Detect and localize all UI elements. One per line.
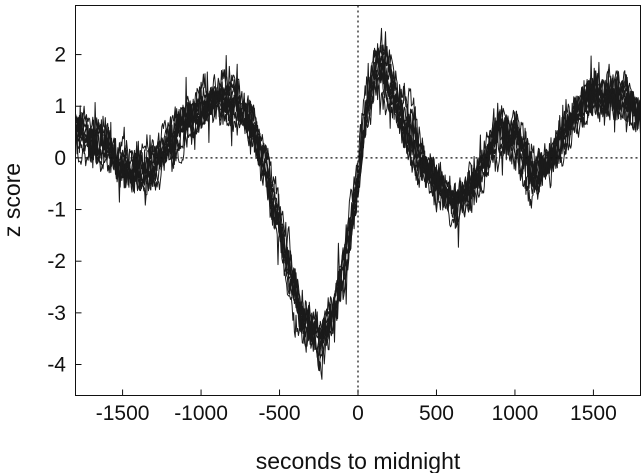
reference-lines [75,5,641,396]
data-series-line [75,70,641,380]
x-tick-label: 1500 [570,402,617,425]
y-axis-ticks: -4 -3 -2 -1 0 1 2 [47,44,82,377]
data-series-line [75,55,641,353]
y-tick-label: 0 [54,147,66,170]
x-tick-label: 1000 [492,402,539,425]
x-tick-label: 500 [419,402,454,425]
y-tick-label: 2 [54,44,66,67]
y-axis-title: z score [0,163,25,237]
y-tick-label: -2 [47,250,66,273]
data-series-line [75,65,641,354]
y-tick-label: -1 [47,199,66,222]
x-axis-ticks: -1500 -1000 -500 0 500 1000 1500 [96,389,617,425]
x-tick-label: 0 [352,402,364,425]
x-axis-title: seconds to midnight [256,448,461,473]
data-series-line [75,50,641,350]
y-tick-label: -4 [47,354,66,377]
x-tick-label: -1000 [174,402,228,425]
data-series-line [75,27,641,359]
y-tick-label: 1 [54,95,66,118]
y-tick-label: -3 [47,302,66,325]
x-tick-label: -500 [259,402,301,425]
x-tick-label: -1500 [96,402,150,425]
